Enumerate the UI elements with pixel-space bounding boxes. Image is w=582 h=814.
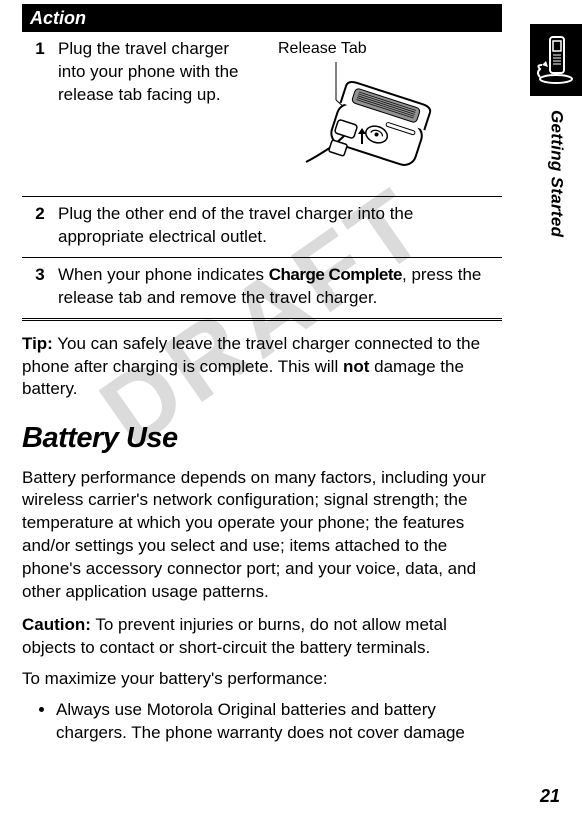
step-text-pre: When your phone indicates bbox=[58, 265, 269, 284]
side-section-label: Getting Started bbox=[545, 110, 568, 237]
section-title: Battery Use bbox=[22, 419, 502, 458]
step-text: Plug the other end of the travel charger… bbox=[52, 196, 502, 257]
action-row: 2 Plug the other end of the travel charg… bbox=[22, 196, 502, 257]
side-tab: Getting Started bbox=[530, 24, 582, 294]
step-number: 2 bbox=[22, 196, 52, 257]
bullet-list: Always use Motorola Original batteries a… bbox=[22, 699, 502, 745]
page-number: 21 bbox=[540, 784, 560, 808]
action-row: 1 Plug the travel charger into your phon… bbox=[22, 32, 502, 196]
action-table-header: Action bbox=[22, 4, 502, 32]
body-paragraph: Battery performance depends on many fact… bbox=[22, 467, 502, 605]
tip-label: Tip: bbox=[22, 334, 53, 353]
step-cell: Plug the travel charger into your phone … bbox=[52, 32, 502, 196]
step-number: 3 bbox=[22, 257, 52, 319]
action-row: 3 When your phone indicates Charge Compl… bbox=[22, 257, 502, 319]
body-paragraph: To maximize your battery's performance: bbox=[22, 668, 502, 691]
tip-paragraph: Tip: You can safely leave the travel cha… bbox=[22, 333, 502, 402]
step-text: Plug the travel charger into your phone … bbox=[58, 38, 248, 107]
list-item: Always use Motorola Original batteries a… bbox=[56, 699, 502, 745]
caution-label: Caution: bbox=[22, 615, 91, 634]
step-text: When your phone indicates Charge Complet… bbox=[52, 257, 502, 319]
action-table: 1 Plug the travel charger into your phon… bbox=[22, 32, 502, 320]
phone-diagram: Release Tab bbox=[256, 38, 496, 184]
phone-action-icon bbox=[530, 24, 582, 96]
charge-complete-label: Charge Complete bbox=[269, 265, 402, 284]
page-content: Action 1 Plug the travel charger into yo… bbox=[22, 4, 502, 745]
tip-bold: not bbox=[343, 357, 369, 376]
step-number: 1 bbox=[22, 32, 52, 196]
caution-paragraph: Caution: To prevent injuries or burns, d… bbox=[22, 614, 502, 660]
diagram-label: Release Tab bbox=[256, 38, 496, 60]
